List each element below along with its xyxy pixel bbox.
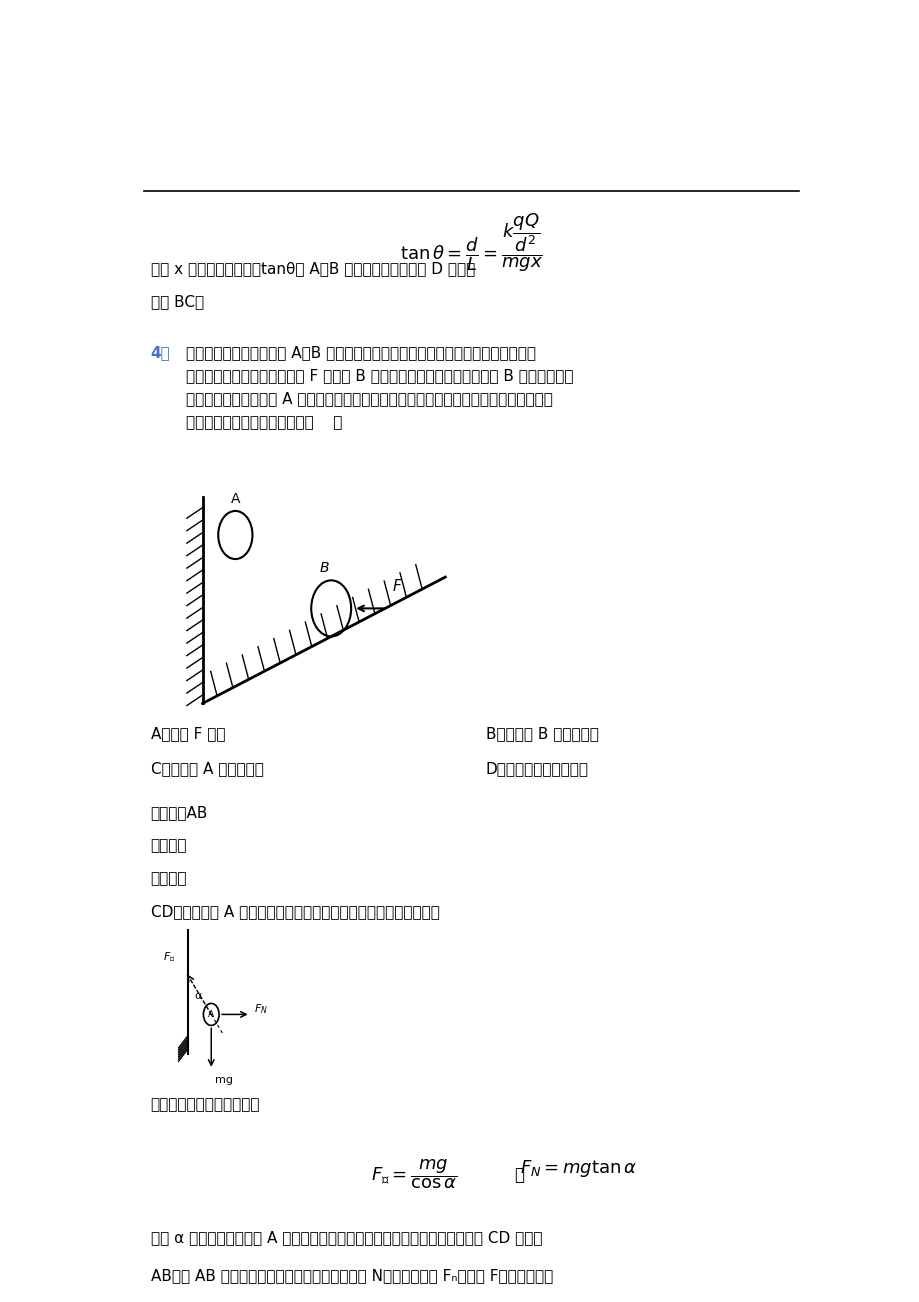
Text: F: F <box>392 579 401 595</box>
Text: $F_N$: $F_N$ <box>254 1003 268 1017</box>
Text: B: B <box>319 561 328 575</box>
Text: 4．: 4． <box>151 345 170 359</box>
Text: 【详解】: 【详解】 <box>151 871 187 887</box>
Text: 如图所示，两个带电小球 A、B 分别处于光滑绝缘的竖直墙面和斜面上，且在同一竖
直平面内，用水平向左的推力 F 作用于 B 球，两球在图示位置静止，现将 B 球: 如图所示，两个带电小球 A、B 分别处于光滑绝缘的竖直墙面和斜面上，且在同一竖 … <box>186 345 573 430</box>
Text: C．墙面对 A 的弹力不变: C．墙面对 A 的弹力不变 <box>151 760 263 776</box>
Text: B．斜面对 B 的弹力不变: B．斜面对 B 的弹力不变 <box>485 725 598 741</box>
Text: A．推力 F 变小: A．推力 F 变小 <box>151 725 225 741</box>
Text: CD．先对小球 A 受力分析，受重力、支持力、静电力，如图所示：: CD．先对小球 A 受力分析，受重力、支持力、静电力，如图所示： <box>151 904 439 919</box>
Text: AB．对 AB 整体受力分析，受重力、斜面支持力 N、墙壁支持力 Fₙ、推力 F，如图所示：: AB．对 AB 整体受力分析，受重力、斜面支持力 N、墙壁支持力 Fₙ、推力 F… <box>151 1268 552 1282</box>
Text: $\tan\theta = \dfrac{d}{L} = \dfrac{k\dfrac{qQ}{d^2}}{mgx}$: $\tan\theta = \dfrac{d}{L} = \dfrac{k\df… <box>400 211 542 273</box>
Text: $F_N = mg\tan\alpha$: $F_N = mg\tan\alpha$ <box>519 1157 637 1178</box>
Text: 故选 BC。: 故选 BC。 <box>151 294 203 310</box>
Text: A: A <box>231 492 240 506</box>
Text: ，: ， <box>514 1165 524 1184</box>
Text: 由于 x 变化，所以不能说tanθ与 A、B 间库仑力成正比，故 D 错误。: 由于 x 变化，所以不能说tanθ与 A、B 间库仑力成正比，故 D 错误。 <box>151 262 474 276</box>
Text: 由于 α 减小，可知墙面对 A 的弹力变小，库仑力减小，故两球间距增加，选项 CD 错误；: 由于 α 减小，可知墙面对 A 的弹力变小，库仑力减小，故两球间距增加，选项 C… <box>151 1230 541 1245</box>
Text: 【解析】: 【解析】 <box>151 838 187 853</box>
Text: D．两球之间的距离减小: D．两球之间的距离减小 <box>485 760 588 776</box>
Text: α: α <box>195 991 202 1001</box>
Text: $F_{库}$: $F_{库}$ <box>163 950 175 963</box>
Text: 根据共点力平衡条件，有：: 根据共点力平衡条件，有： <box>151 1098 260 1113</box>
Text: $F_{库} = \dfrac{mg}{\cos\alpha}$: $F_{库} = \dfrac{mg}{\cos\alpha}$ <box>371 1157 457 1191</box>
Text: mg: mg <box>215 1075 233 1085</box>
Text: 【答案】AB: 【答案】AB <box>151 805 208 820</box>
Text: A: A <box>208 1010 214 1019</box>
